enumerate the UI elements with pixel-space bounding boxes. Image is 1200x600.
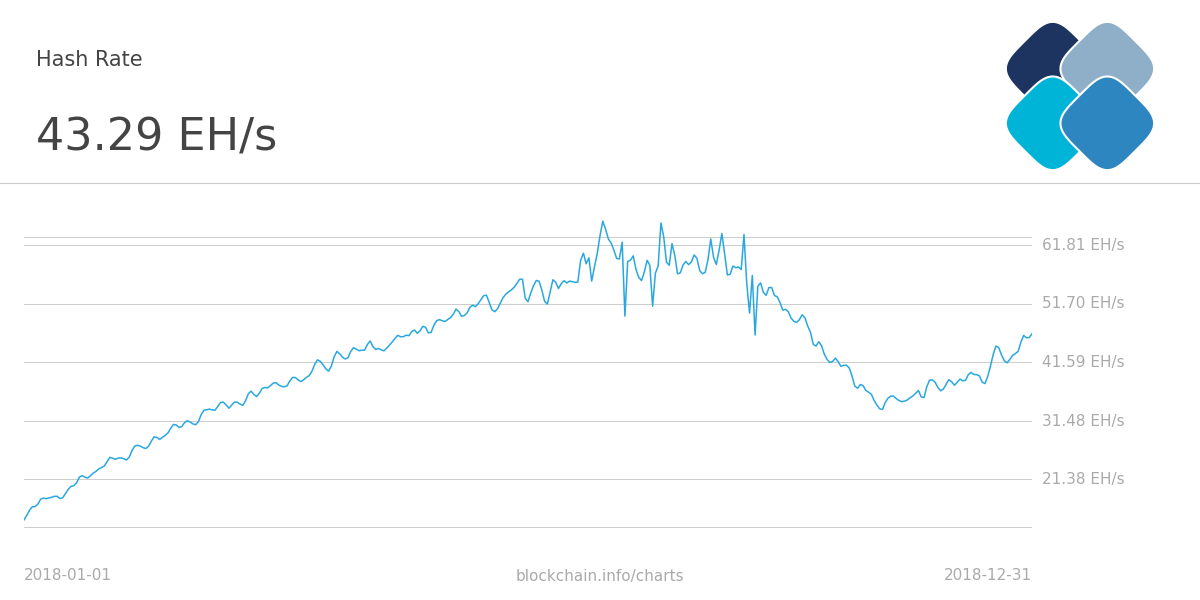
Polygon shape [1061,22,1154,116]
Text: 43.29 EH/s: 43.29 EH/s [36,116,277,160]
Text: 2018-12-31: 2018-12-31 [944,569,1032,583]
Text: 51.70 EH/s: 51.70 EH/s [1042,296,1124,311]
Text: Hash Rate: Hash Rate [36,50,143,70]
Polygon shape [1061,76,1154,170]
Polygon shape [1006,76,1099,170]
Text: 31.48 EH/s: 31.48 EH/s [1042,413,1124,428]
Text: 41.59 EH/s: 41.59 EH/s [1042,355,1124,370]
Text: 2018-01-01: 2018-01-01 [24,569,112,583]
Text: 61.81 EH/s: 61.81 EH/s [1042,238,1124,253]
Polygon shape [1006,22,1099,116]
Text: blockchain.info/charts: blockchain.info/charts [516,569,684,583]
Text: 21.38 EH/s: 21.38 EH/s [1042,472,1124,487]
